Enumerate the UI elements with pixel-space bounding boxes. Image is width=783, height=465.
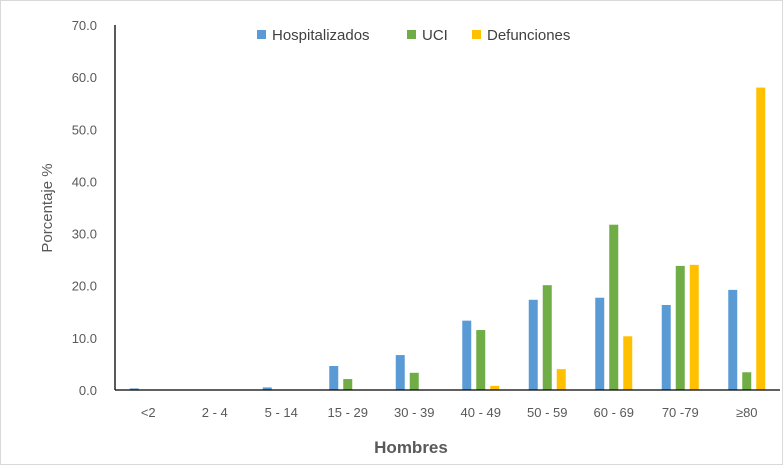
bar: [262, 387, 272, 390]
bar: [462, 320, 472, 390]
bar: [675, 265, 685, 390]
x-tick-label: 2 - 4: [202, 405, 228, 420]
bar: [395, 355, 405, 390]
bar: [542, 285, 552, 390]
legend: Hospitalizados UCI Defunciones: [257, 27, 570, 44]
bar: [661, 305, 671, 390]
legend-swatch: [257, 30, 266, 39]
bar: [129, 388, 139, 390]
x-tick-label: ≥80: [736, 405, 758, 420]
bar: [528, 299, 538, 390]
legend-label: Defunciones: [487, 27, 570, 44]
x-tick-label: 30 - 39: [394, 405, 434, 420]
y-tick-label: 50.0: [72, 122, 97, 137]
y-tick-label: 20.0: [72, 279, 97, 294]
y-tick-label: 40.0: [72, 174, 97, 189]
x-tick-label: 5 - 14: [265, 405, 298, 420]
bars-group: [129, 87, 766, 391]
bar: [343, 379, 353, 390]
legend-swatch: [407, 30, 416, 39]
legend-label: UCI: [422, 27, 448, 44]
y-axis: 0.0 10.0 20.0 30.0 40.0 50.0 60.0 70.0: [72, 18, 116, 398]
legend-label: Hospitalizados: [272, 27, 370, 44]
bar: [329, 366, 339, 390]
legend-swatch: [472, 30, 481, 39]
x-tick-label: 50 - 59: [527, 405, 567, 420]
x-tick-label: 70 -79: [662, 405, 699, 420]
y-tick-label: 60.0: [72, 70, 97, 85]
x-tick-label: 15 - 29: [328, 405, 368, 420]
y-tick-label: 10.0: [72, 331, 97, 346]
bar: [556, 369, 566, 390]
x-axis: <2 2 - 4 5 - 14 15 - 29 30 - 39 40 - 49 50 - 5…: [115, 389, 780, 420]
bar: [742, 372, 752, 390]
bar: [609, 224, 619, 390]
x-tick-label: 60 - 69: [594, 405, 634, 420]
bar: [476, 330, 486, 390]
x-axis-title: Hombres: [374, 438, 448, 457]
bar: [490, 385, 500, 390]
y-tick-label: 70.0: [72, 18, 97, 33]
y-tick-label: 30.0: [72, 227, 97, 242]
bar: [728, 289, 738, 390]
bar: [409, 372, 419, 390]
x-tick-label: 40 - 49: [461, 405, 501, 420]
bar: [623, 336, 633, 390]
bar: [689, 264, 699, 390]
y-axis-title: Porcentaje %: [39, 163, 56, 252]
x-tick-label: <2: [141, 405, 156, 420]
bar: [756, 87, 766, 391]
y-tick-label: 0.0: [79, 383, 97, 398]
bar: [595, 297, 605, 390]
